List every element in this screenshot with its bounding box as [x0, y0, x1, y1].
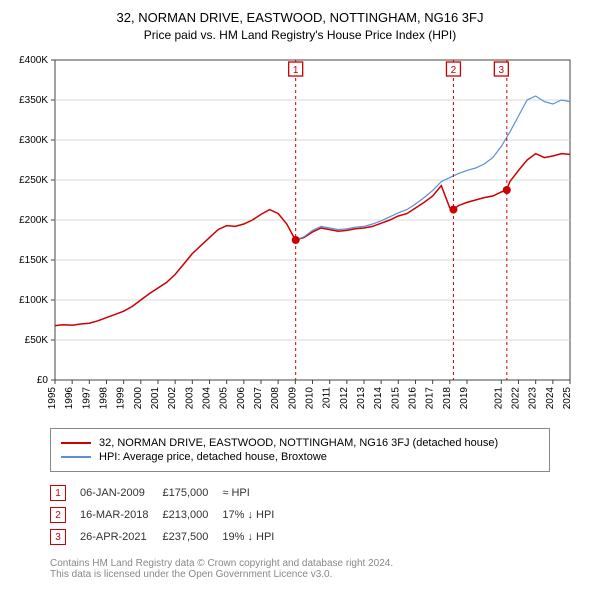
- svg-text:£350K: £350K: [19, 95, 48, 106]
- transaction-row: 3 26-APR-2021£237,50019% ↓ HPI: [50, 526, 288, 548]
- svg-text:2021: 2021: [493, 387, 504, 410]
- svg-text:£250K: £250K: [19, 175, 48, 186]
- svg-text:2019: 2019: [459, 387, 470, 410]
- transaction-date: 06-JAN-2009: [80, 482, 162, 504]
- svg-text:2009: 2009: [287, 387, 298, 410]
- transaction-marker: 2: [50, 507, 66, 523]
- svg-text:2008: 2008: [270, 387, 281, 410]
- transaction-marker: 3: [50, 529, 66, 545]
- transaction-delta: 19% ↓ HPI: [222, 526, 288, 548]
- transaction-price: £175,000: [162, 482, 222, 504]
- svg-text:2005: 2005: [219, 387, 230, 410]
- svg-text:1999: 1999: [116, 387, 127, 410]
- svg-text:2025: 2025: [562, 387, 573, 410]
- transaction-date: 26-APR-2021: [80, 526, 162, 548]
- svg-text:2024: 2024: [545, 387, 556, 410]
- svg-text:3: 3: [499, 65, 505, 76]
- svg-text:2010: 2010: [305, 387, 316, 410]
- svg-text:£50K: £50K: [25, 335, 49, 346]
- svg-text:2023: 2023: [528, 387, 539, 410]
- svg-text:£150K: £150K: [19, 255, 48, 266]
- svg-text:1996: 1996: [64, 387, 75, 410]
- transactions-table: 1 06-JAN-2009£175,000≈ HPI 2 16-MAR-2018£21…: [50, 482, 288, 548]
- legend-swatch: [61, 442, 91, 444]
- footer-line1: Contains HM Land Registry data © Crown c…: [50, 558, 590, 569]
- svg-text:2011: 2011: [322, 387, 333, 409]
- price-chart: £0 £50K £100K £150K £200K £250K £300K £350K £400…: [10, 50, 580, 420]
- svg-text:2002: 2002: [167, 387, 178, 410]
- transaction-date: 16-MAR-2018: [80, 504, 162, 526]
- legend-label: 32, NORMAN DRIVE, EASTWOOD, NOTTINGHAM, …: [99, 437, 498, 449]
- transaction-row: 2 16-MAR-2018£213,00017% ↓ HPI: [50, 504, 288, 526]
- svg-text:£400K: £400K: [19, 55, 48, 66]
- title-subtitle: Price paid vs. HM Land Registry's House …: [10, 28, 590, 42]
- legend-row: HPI: Average price, detached house, Brox…: [61, 451, 539, 463]
- transaction-delta: 17% ↓ HPI: [222, 504, 288, 526]
- chart-container: £0 £50K £100K £150K £200K £250K £300K £350K £400…: [10, 50, 590, 420]
- svg-text:2022: 2022: [511, 387, 522, 410]
- svg-text:2007: 2007: [253, 387, 264, 410]
- svg-text:2000: 2000: [133, 387, 144, 410]
- svg-text:2013: 2013: [356, 387, 367, 410]
- footer-line2: This data is licensed under the Open Gov…: [50, 569, 590, 580]
- transaction-price: £237,500: [162, 526, 222, 548]
- svg-text:1998: 1998: [99, 387, 110, 410]
- transaction-marker: 1: [50, 485, 66, 501]
- svg-text:2003: 2003: [184, 387, 195, 410]
- svg-text:2017: 2017: [425, 387, 436, 410]
- svg-text:2: 2: [451, 65, 457, 76]
- svg-text:£0: £0: [37, 375, 49, 386]
- svg-text:2018: 2018: [442, 387, 453, 410]
- footer-attribution: Contains HM Land Registry data © Crown c…: [50, 558, 590, 580]
- svg-text:2012: 2012: [339, 387, 350, 410]
- transaction-delta: ≈ HPI: [222, 482, 288, 504]
- svg-text:2001: 2001: [150, 387, 161, 410]
- svg-text:2004: 2004: [202, 387, 213, 410]
- svg-text:£300K: £300K: [19, 135, 48, 146]
- transaction-price: £213,000: [162, 504, 222, 526]
- legend-row: 32, NORMAN DRIVE, EASTWOOD, NOTTINGHAM, …: [61, 437, 539, 449]
- svg-text:2016: 2016: [408, 387, 419, 410]
- svg-text:2006: 2006: [236, 387, 247, 410]
- legend: 32, NORMAN DRIVE, EASTWOOD, NOTTINGHAM, …: [50, 428, 550, 472]
- title-block: 32, NORMAN DRIVE, EASTWOOD, NOTTINGHAM, …: [10, 10, 590, 42]
- svg-text:2015: 2015: [390, 387, 401, 410]
- transaction-row: 1 06-JAN-2009£175,000≈ HPI: [50, 482, 288, 504]
- svg-text:1: 1: [293, 65, 299, 76]
- svg-text:1995: 1995: [47, 387, 58, 410]
- legend-label: HPI: Average price, detached house, Brox…: [99, 451, 327, 463]
- svg-text:£200K: £200K: [19, 215, 48, 226]
- svg-text:£100K: £100K: [19, 295, 48, 306]
- title-address: 32, NORMAN DRIVE, EASTWOOD, NOTTINGHAM, …: [10, 10, 590, 25]
- svg-text:1997: 1997: [81, 387, 92, 410]
- legend-swatch: [61, 456, 91, 458]
- svg-text:2014: 2014: [373, 387, 384, 410]
